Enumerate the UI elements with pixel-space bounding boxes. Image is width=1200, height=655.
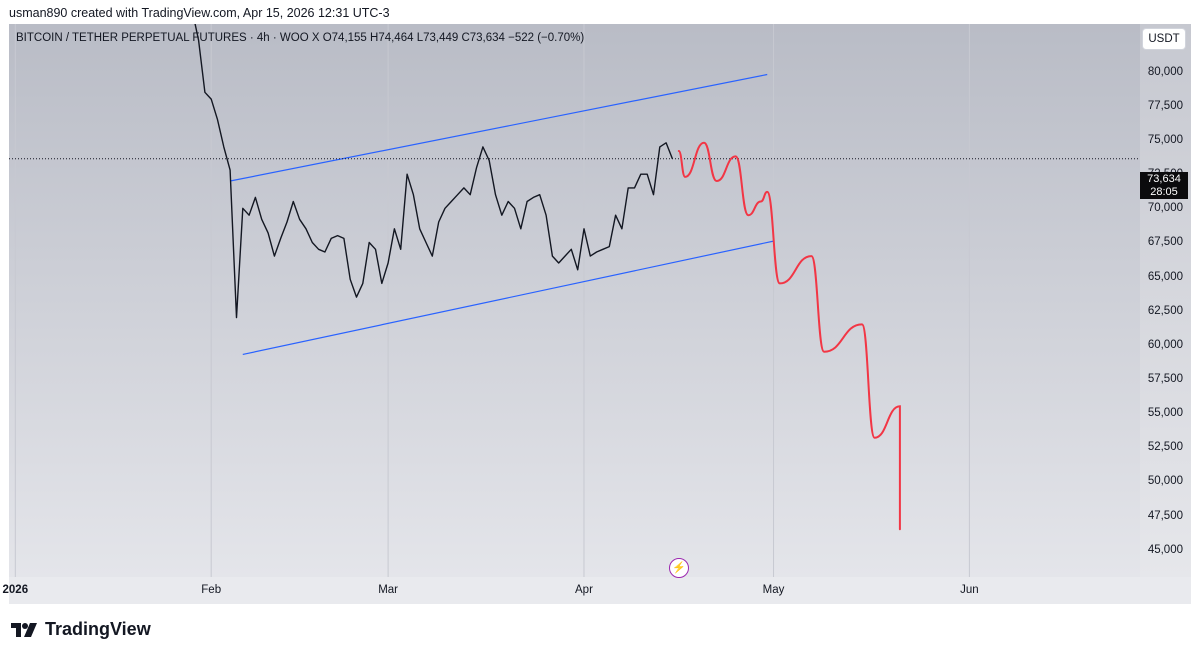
footer-brand: TradingView [45,619,151,639]
y-tick-label: 62,500 [1147,304,1183,317]
x-tick-label: Feb [201,584,222,596]
currency-button[interactable]: USDT [1142,28,1186,50]
y-tick-label: 45,000 [1147,543,1183,556]
projection-path [677,141,901,531]
y-tick-label: 52,500 [1147,441,1183,454]
time-axis[interactable]: 2026 Feb Mar Apr May Jun [3,577,1191,604]
last-price-value: 73,634 [1147,173,1181,185]
x-tick-label: Jun [960,584,979,596]
x-tick-label: 2026 [2,584,29,596]
y-tick-label: 65,000 [1147,270,1183,283]
last-price-tag: 73,634 28:05 [1140,172,1188,199]
bar-countdown: 28:05 [1150,186,1178,198]
channel-lower-line [242,240,774,356]
symbol-legend[interactable]: BITCOIN / TETHER PERPETUAL FUTURES · 4h … [16,32,585,44]
y-tick-label: 67,500 [1147,236,1183,249]
chart-credit: usman890 created with TradingView.com, A… [9,6,390,20]
y-tick-label: 50,000 [1147,475,1183,488]
tradingview-logo-icon [11,622,37,637]
lightning-icon[interactable]: ⚡ [669,558,689,578]
y-tick-label: 47,500 [1147,509,1183,522]
y-tick-label: 77,500 [1147,99,1183,112]
y-tick-label: 75,000 [1147,134,1183,147]
channel-upper-line [230,73,768,182]
y-tick-label: 80,000 [1147,65,1183,78]
price-series-line [194,24,674,319]
y-tick-label: 60,000 [1147,338,1183,351]
x-tick-label: Mar [378,584,398,596]
chart-plot-area[interactable]: BITCOIN / TETHER PERPETUAL FUTURES · 4h … [9,24,1140,577]
y-tick-label: 70,000 [1147,202,1183,215]
x-tick-label: Apr [575,584,593,596]
y-tick-label: 55,000 [1147,407,1183,420]
price-axis[interactable]: 82,50080,00077,50075,00072,50070,00067,5… [1140,24,1191,577]
price-chart-svg [9,24,1140,577]
x-tick-label: May [762,584,785,596]
tradingview-footer: TradingView [11,619,151,640]
y-tick-label: 57,500 [1147,373,1183,385]
